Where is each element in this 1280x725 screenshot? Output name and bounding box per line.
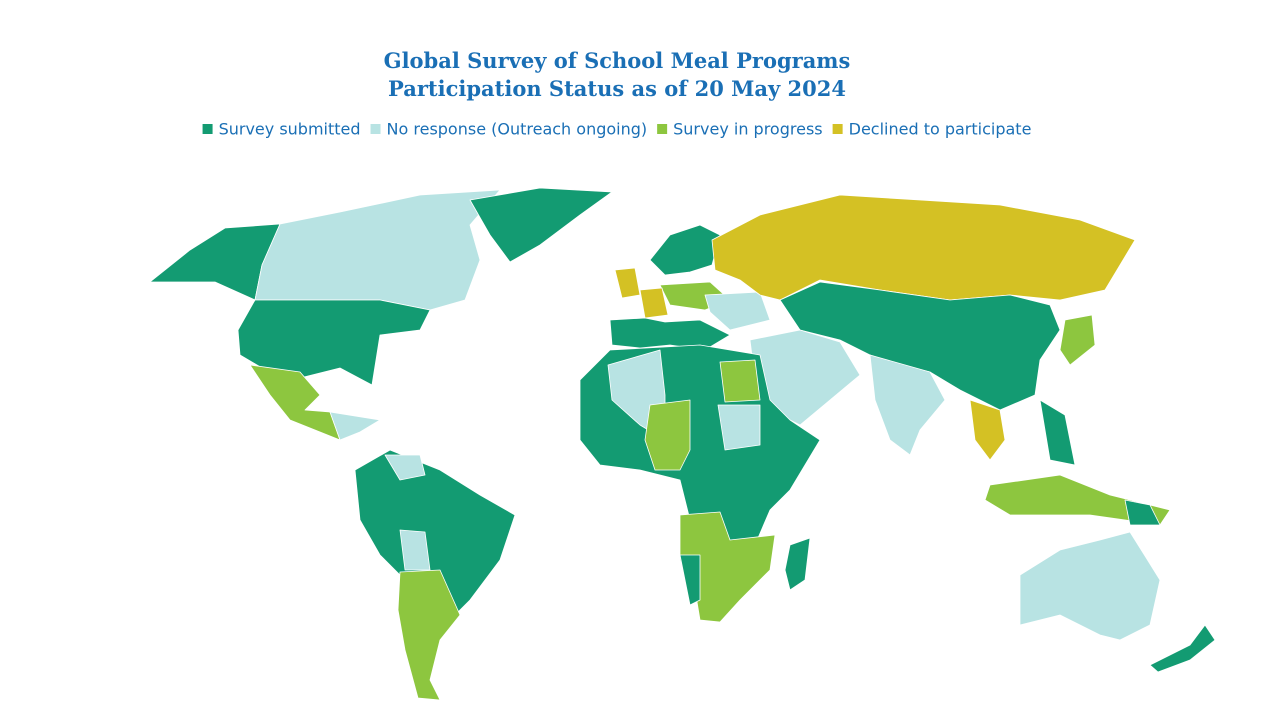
title: Global Survey of School Meal Programs — [384, 48, 851, 73]
region — [704, 291, 771, 331]
region — [1039, 399, 1076, 466]
legend-swatch — [657, 124, 668, 134]
region — [329, 411, 381, 441]
region — [1124, 499, 1161, 526]
legend-swatch — [370, 124, 381, 134]
region — [1149, 624, 1216, 673]
region — [784, 537, 811, 591]
region — [614, 267, 641, 299]
subtitle: Participation Status as of 20 May 2024 — [388, 76, 846, 101]
region — [397, 569, 461, 701]
region — [249, 364, 341, 441]
region — [719, 359, 761, 403]
region — [254, 189, 501, 311]
region — [717, 404, 761, 451]
region — [1019, 531, 1161, 641]
region — [609, 317, 731, 351]
region — [869, 354, 946, 456]
legend-label: Survey in progress — [673, 120, 822, 139]
legend-swatch — [832, 124, 843, 134]
region — [711, 194, 1136, 301]
region — [969, 399, 1006, 461]
region — [639, 287, 669, 319]
region — [649, 224, 721, 276]
legend-label: No response (Outreach ongoing) — [387, 120, 648, 139]
region — [399, 529, 431, 571]
world-map — [149, 187, 1216, 701]
region — [779, 281, 1061, 411]
legend-swatch — [202, 124, 213, 134]
region — [644, 399, 691, 471]
region — [237, 299, 431, 386]
legend-label: Survey submitted — [219, 120, 361, 139]
region — [679, 554, 701, 606]
region — [354, 449, 516, 616]
legend-label: Declined to participate — [849, 120, 1032, 139]
region — [469, 187, 613, 263]
region — [384, 454, 426, 481]
region — [1059, 314, 1096, 366]
legend: Survey submitted No response (Outreach on… — [202, 120, 1032, 139]
